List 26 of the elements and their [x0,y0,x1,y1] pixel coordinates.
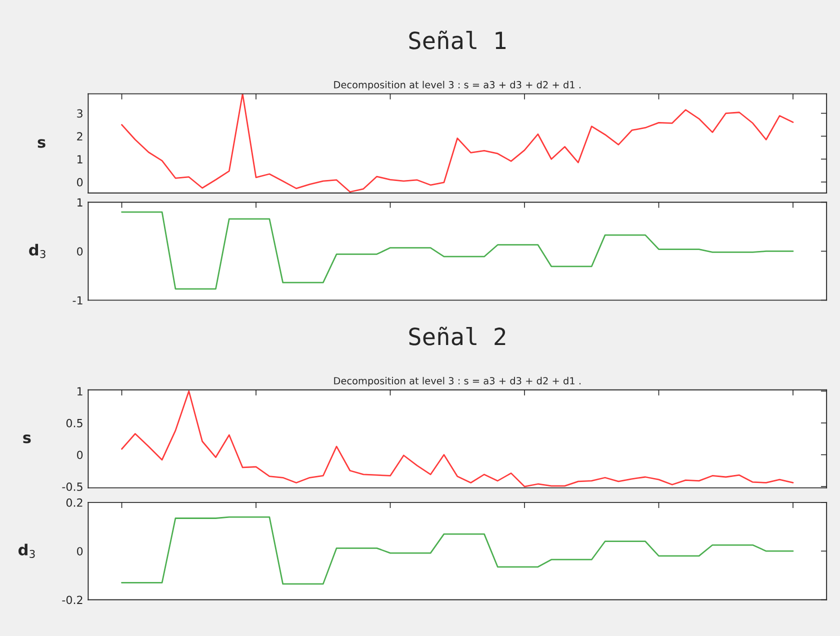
chart-subtitle: Decomposition at level 3 : s = a3 + d3 + d2 + d1 . [334,80,580,90]
y-tick-label: -0.5 [62,482,82,491]
y-tick-label: 3 [77,109,82,118]
chart-title: Señal 2 [409,326,506,346]
y-tick-label: 2 [77,132,82,140]
y-tick-label: 0 [77,178,83,186]
y-tick-label: 0.2 [66,498,82,507]
y-axis-title: s [23,434,31,444]
y-tick-label: 1 [77,387,82,396]
y-tick-label: 1 [77,155,82,164]
y-tick-label: 0 [77,247,83,256]
y-tick-label: -0.2 [62,596,82,604]
chart-subtitle: Decomposition at level 3 : s = a3 + d3 + d2 + d1 . [334,376,580,386]
line-series [121,94,794,193]
line-series [121,211,794,290]
chart-title: Señal 1 [409,30,506,50]
line-series [121,516,794,585]
y-axis-title: s [38,139,46,148]
y-tick-label: 0.5 [66,418,82,428]
y-tick-label: -1 [72,296,82,304]
y-tick-label: 1 [77,198,82,206]
y-axis-title: d$_{3}$ [18,544,35,558]
line-series [121,390,794,488]
y-axis-title: d$_{3}$ [29,244,46,258]
y-tick-label: 0 [77,450,83,460]
y-tick-label: 0 [77,547,83,556]
